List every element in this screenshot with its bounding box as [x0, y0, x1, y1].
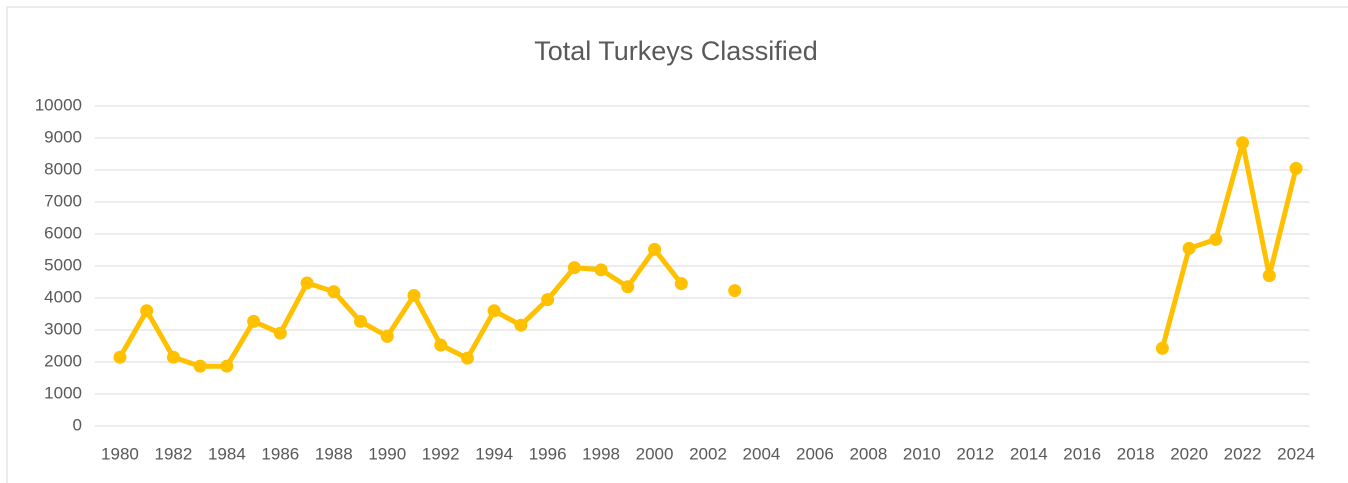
data-point — [567, 261, 581, 275]
y-tick-label: 9000 — [44, 127, 82, 146]
x-tick-label: 1992 — [422, 444, 460, 463]
x-tick-label: 2010 — [903, 444, 941, 463]
data-point — [460, 351, 474, 365]
data-point — [541, 293, 555, 307]
x-tick-label: 1990 — [368, 444, 406, 463]
x-tick-label: 2000 — [636, 444, 674, 463]
data-point — [193, 359, 207, 373]
data-point — [648, 242, 662, 256]
x-tick-label: 1996 — [529, 444, 567, 463]
data-point — [140, 304, 154, 318]
y-tick-label: 5000 — [44, 255, 82, 274]
x-tick-label: 1986 — [261, 444, 299, 463]
x-tick-label: 1984 — [208, 444, 246, 463]
data-point — [247, 314, 261, 328]
x-tick-label: 2006 — [796, 444, 834, 463]
data-point — [1155, 341, 1169, 355]
chart-title: Total Turkeys Classified — [534, 36, 818, 66]
x-tick-label: 2018 — [1117, 444, 1155, 463]
data-point — [273, 326, 287, 340]
data-point — [380, 329, 394, 343]
data-point — [300, 276, 314, 290]
y-tick-label: 10000 — [35, 95, 82, 114]
x-tick-label: 1982 — [155, 444, 193, 463]
x-tick-label: 2014 — [1010, 444, 1048, 463]
x-tick-label: 2020 — [1170, 444, 1208, 463]
data-point — [434, 338, 448, 352]
x-tick-label: 1998 — [582, 444, 620, 463]
data-point — [487, 304, 501, 318]
x-tick-label: 2012 — [956, 444, 994, 463]
data-point — [407, 288, 421, 302]
x-tick-label: 2016 — [1063, 444, 1101, 463]
data-point — [354, 314, 368, 328]
x-tick-label: 2022 — [1224, 444, 1262, 463]
x-tick-label: 1988 — [315, 444, 353, 463]
x-tick-label: 2008 — [849, 444, 887, 463]
data-point — [594, 263, 608, 277]
data-point — [1209, 232, 1223, 246]
x-tick-label: 2024 — [1277, 444, 1315, 463]
y-tick-label: 7000 — [44, 191, 82, 210]
data-point — [1289, 161, 1303, 175]
data-point — [1262, 269, 1276, 283]
data-line — [117, 140, 1299, 369]
data-point — [166, 350, 180, 364]
x-tick-label: 2004 — [743, 444, 781, 463]
y-tick-label: 4000 — [44, 287, 82, 306]
y-tick-label: 3000 — [44, 319, 82, 338]
x-tick-label: 2002 — [689, 444, 727, 463]
data-point — [514, 318, 528, 332]
data-point — [220, 359, 234, 373]
data-point — [728, 284, 742, 298]
y-tick-label: 8000 — [44, 159, 82, 178]
y-tick-label: 1000 — [44, 383, 82, 402]
data-point — [327, 285, 341, 299]
data-point — [674, 277, 688, 291]
x-tick-label: 1994 — [475, 444, 513, 463]
data-point — [621, 280, 635, 294]
chart-frame — [6, 6, 1348, 483]
data-point — [1236, 136, 1250, 150]
data-point — [1182, 241, 1196, 255]
y-tick-label: 2000 — [44, 351, 82, 370]
y-tick-label: 6000 — [44, 223, 82, 242]
y-tick-label: 0 — [73, 415, 82, 434]
x-tick-label: 1980 — [101, 444, 139, 463]
data-point — [113, 350, 127, 364]
